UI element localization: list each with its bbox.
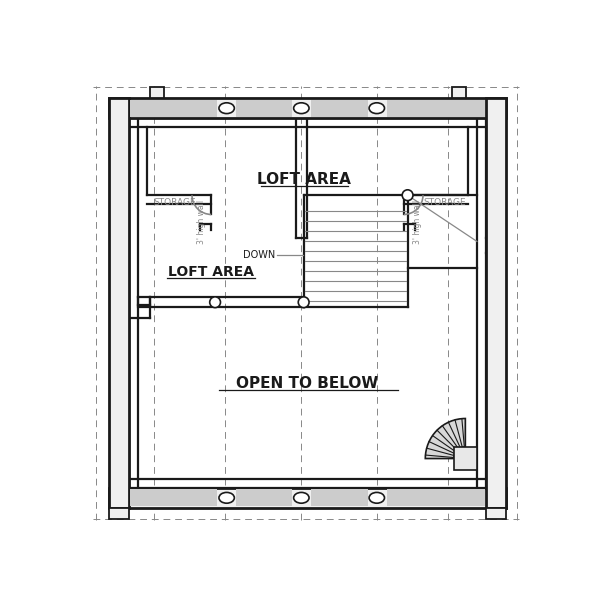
Bar (109, 508, 129, 518)
Bar (130, 490, 217, 506)
Text: DOWN: DOWN (243, 250, 275, 260)
Circle shape (210, 297, 220, 308)
Bar (387, 100, 485, 116)
Bar (109, 98, 506, 118)
Bar (109, 98, 129, 508)
Bar (109, 488, 506, 508)
Text: 3' high wall: 3' high wall (197, 200, 206, 244)
Text: 3' high wall: 3' high wall (413, 200, 422, 244)
Bar (236, 100, 292, 116)
Text: LOFT AREA: LOFT AREA (257, 172, 350, 187)
Bar (454, 447, 477, 470)
Ellipse shape (369, 103, 385, 113)
Text: STORAGE: STORAGE (423, 199, 466, 208)
Ellipse shape (219, 493, 235, 503)
Bar (486, 98, 506, 508)
Wedge shape (425, 419, 466, 458)
Bar (452, 86, 466, 98)
Bar (236, 490, 292, 506)
Ellipse shape (293, 493, 309, 503)
Bar (130, 100, 217, 116)
Ellipse shape (369, 493, 385, 503)
Bar (387, 490, 485, 506)
Bar (149, 86, 164, 98)
Bar (311, 490, 368, 506)
Text: LOFT AREA: LOFT AREA (168, 265, 254, 279)
Ellipse shape (293, 103, 309, 113)
Circle shape (298, 297, 309, 308)
Text: OPEN TO BELOW: OPEN TO BELOW (236, 376, 379, 391)
Bar (311, 100, 368, 116)
Bar (486, 508, 506, 518)
Ellipse shape (219, 103, 235, 113)
Circle shape (402, 190, 413, 200)
Text: STORAGE: STORAGE (154, 199, 196, 208)
